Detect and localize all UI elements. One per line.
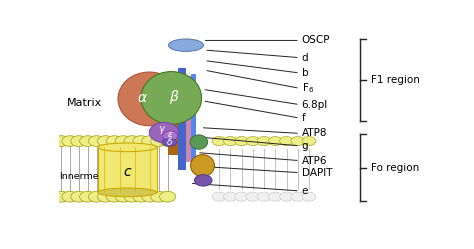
Text: β: β	[169, 90, 178, 104]
Ellipse shape	[223, 136, 237, 146]
Ellipse shape	[151, 191, 167, 202]
Bar	[168, 72, 178, 154]
Ellipse shape	[97, 191, 114, 202]
Ellipse shape	[106, 191, 122, 202]
Ellipse shape	[124, 136, 140, 146]
Ellipse shape	[124, 191, 140, 202]
Ellipse shape	[133, 191, 149, 202]
Bar	[186, 76, 191, 162]
Ellipse shape	[280, 192, 293, 201]
Ellipse shape	[191, 155, 214, 177]
Ellipse shape	[246, 136, 260, 146]
Ellipse shape	[223, 192, 237, 201]
Ellipse shape	[97, 136, 114, 146]
Ellipse shape	[163, 131, 178, 141]
Bar	[178, 68, 186, 170]
Text: g: g	[301, 141, 308, 151]
Ellipse shape	[212, 192, 226, 201]
Ellipse shape	[235, 192, 248, 201]
Text: e: e	[301, 186, 308, 196]
Ellipse shape	[162, 139, 177, 146]
Ellipse shape	[257, 192, 271, 201]
Ellipse shape	[62, 191, 78, 202]
Text: F$_6$: F$_6$	[301, 81, 314, 95]
Ellipse shape	[160, 191, 176, 202]
Ellipse shape	[142, 136, 158, 146]
Text: c: c	[123, 165, 131, 179]
Bar	[191, 74, 196, 168]
Ellipse shape	[98, 188, 156, 197]
Ellipse shape	[268, 192, 282, 201]
Ellipse shape	[89, 136, 105, 146]
Ellipse shape	[141, 71, 201, 124]
Text: ATP8: ATP8	[301, 128, 327, 138]
Ellipse shape	[302, 192, 316, 201]
Ellipse shape	[235, 136, 248, 146]
Text: γ: γ	[158, 124, 164, 134]
Text: d: d	[301, 53, 308, 63]
Ellipse shape	[160, 136, 176, 146]
Ellipse shape	[212, 136, 226, 146]
Ellipse shape	[115, 136, 131, 146]
Ellipse shape	[268, 136, 282, 146]
Bar	[98, 147, 156, 192]
Text: F1 region: F1 region	[371, 75, 419, 85]
Text: ATP6: ATP6	[301, 156, 327, 166]
Ellipse shape	[291, 192, 305, 201]
Ellipse shape	[71, 136, 87, 146]
Ellipse shape	[53, 136, 69, 146]
Text: α: α	[138, 91, 147, 105]
Ellipse shape	[257, 136, 271, 146]
Ellipse shape	[169, 39, 203, 52]
Ellipse shape	[149, 123, 179, 142]
Text: Innermembrane: Innermembrane	[59, 172, 136, 181]
Ellipse shape	[133, 136, 149, 146]
Ellipse shape	[106, 136, 122, 146]
Ellipse shape	[71, 191, 87, 202]
Text: b: b	[301, 68, 308, 78]
Ellipse shape	[80, 191, 96, 202]
Ellipse shape	[89, 191, 105, 202]
Text: DAPIT: DAPIT	[301, 168, 332, 178]
Ellipse shape	[142, 191, 158, 202]
Text: OSCP: OSCP	[301, 35, 330, 45]
Ellipse shape	[115, 191, 131, 202]
Ellipse shape	[151, 136, 167, 146]
Ellipse shape	[302, 136, 316, 146]
Ellipse shape	[53, 191, 69, 202]
Text: ε: ε	[168, 130, 173, 139]
Text: δ: δ	[167, 137, 172, 147]
Ellipse shape	[246, 192, 260, 201]
Ellipse shape	[98, 143, 156, 152]
Ellipse shape	[62, 136, 78, 146]
Text: 6.8pl: 6.8pl	[301, 100, 328, 110]
Text: Fo region: Fo region	[371, 163, 419, 173]
Ellipse shape	[190, 135, 208, 149]
Ellipse shape	[118, 72, 181, 126]
Ellipse shape	[280, 136, 293, 146]
Ellipse shape	[291, 136, 305, 146]
Text: Matrix: Matrix	[67, 98, 102, 108]
Ellipse shape	[194, 175, 212, 186]
Text: f: f	[301, 113, 305, 123]
Ellipse shape	[80, 136, 96, 146]
